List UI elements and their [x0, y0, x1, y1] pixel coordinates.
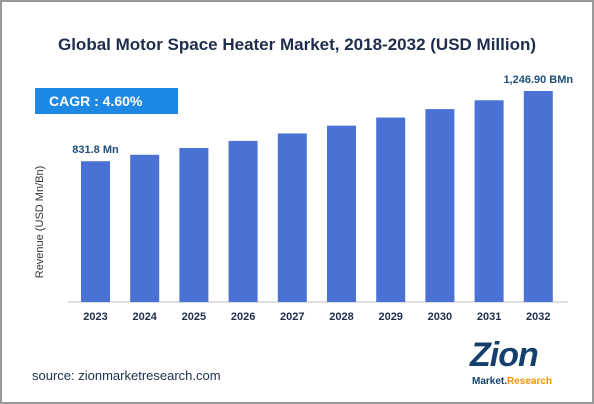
- bar-2030: [425, 109, 455, 302]
- x-tick-label-2023: 2023: [83, 311, 107, 323]
- bar-2029: [376, 117, 406, 303]
- x-tick-label-2029: 2029: [378, 311, 402, 323]
- x-tick-label-2026: 2026: [231, 311, 255, 323]
- data-label-2023: 831.8 Mn: [72, 144, 119, 156]
- cagr-badge: CAGR : 4.60%: [35, 88, 178, 114]
- bar-2028: [327, 125, 356, 303]
- x-tick-label-2030: 2030: [428, 311, 452, 323]
- x-tick-label-2024: 2024: [132, 311, 157, 323]
- x-tick-label-2028: 2028: [329, 311, 353, 323]
- zion-logo: Zion Market.Research: [466, 338, 576, 392]
- bar-2023: [81, 161, 110, 302]
- data-label-2032: 1,246.90 BMn: [503, 74, 573, 86]
- bar-2024: [130, 154, 160, 302]
- logo-tagline: Market.Research: [472, 376, 553, 387]
- x-tick-label-2031: 2031: [477, 311, 501, 323]
- bar-2031: [474, 100, 504, 303]
- chart-title: Global Motor Space Heater Market, 2018-2…: [57, 35, 537, 54]
- x-tick-label-2032: 2032: [526, 311, 550, 323]
- logo-wordmark: Zion: [470, 336, 539, 374]
- bar-2032: [523, 90, 553, 303]
- bar-2027: [277, 133, 307, 302]
- x-tick-label-2027: 2027: [280, 311, 304, 323]
- source-text: source: zionmarketresearch.com: [32, 368, 221, 383]
- x-tick-label-2025: 2025: [182, 311, 206, 323]
- bar-2026: [228, 140, 258, 302]
- bar-2025: [179, 148, 209, 302]
